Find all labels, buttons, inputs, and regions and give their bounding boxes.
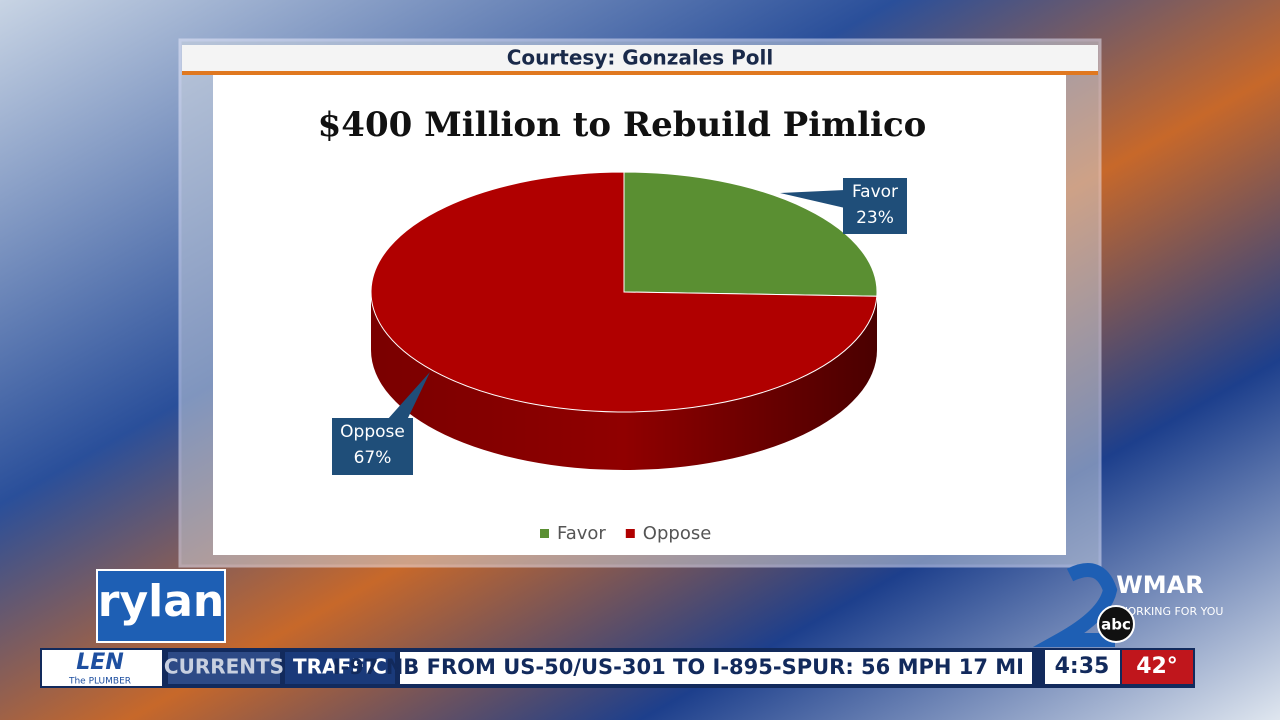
sponsor-logo xyxy=(96,569,226,643)
ticker-tab-label: CURRENTS xyxy=(164,655,284,679)
station-name: WMAR xyxy=(1116,571,1203,599)
ticker-tab xyxy=(285,652,395,684)
time-box xyxy=(1045,650,1120,684)
station-tagline: WORKING FOR YOU xyxy=(1117,605,1224,618)
data-label-box xyxy=(843,178,907,234)
ticker-text: I-97 NB FROM US-50/US-301 TO I-895-SPUR:… xyxy=(333,655,1024,679)
pie-slice xyxy=(370,171,878,413)
ticker-sponsor-sub: The PLUMBER xyxy=(68,677,131,687)
station-logo-mark xyxy=(1032,563,1118,647)
callout-pointer xyxy=(387,372,430,420)
ticker-text-box xyxy=(400,652,1032,684)
data-label-box xyxy=(332,418,413,475)
temperature: 42° xyxy=(1136,654,1178,679)
data-label-category: Favor xyxy=(852,182,898,202)
temperature-box xyxy=(1122,650,1193,684)
pie-slice xyxy=(623,171,878,297)
legend-swatch xyxy=(625,529,635,538)
header-rule xyxy=(182,71,1098,75)
ticker-sponsor: LEN xyxy=(76,650,123,675)
chart-title: $400 Million to Rebuild Pimlico xyxy=(318,105,927,145)
sponsor-text: rylan xyxy=(98,576,224,627)
data-label: 67% xyxy=(354,448,392,468)
pie: Favor 23% Oppose 67% Favor Oppose xyxy=(332,171,907,544)
network-logo xyxy=(1097,605,1135,643)
callout-pointer xyxy=(780,190,845,208)
data-label: 23% xyxy=(856,208,894,228)
ticker-tab xyxy=(168,652,280,684)
data-label-category: Oppose xyxy=(340,422,405,442)
legend-label: Oppose xyxy=(643,523,711,544)
header-strip xyxy=(182,45,1098,72)
time: 4:35 xyxy=(1055,654,1110,679)
ticker-tab-label: TRAFFIC xyxy=(293,655,387,679)
credit: Courtesy: Gonzales Poll xyxy=(507,46,773,70)
legend-swatch xyxy=(540,529,549,538)
ticker-sponsor-box xyxy=(42,650,162,686)
legend-label: Favor xyxy=(557,523,606,544)
network-text: abc xyxy=(1101,616,1131,634)
